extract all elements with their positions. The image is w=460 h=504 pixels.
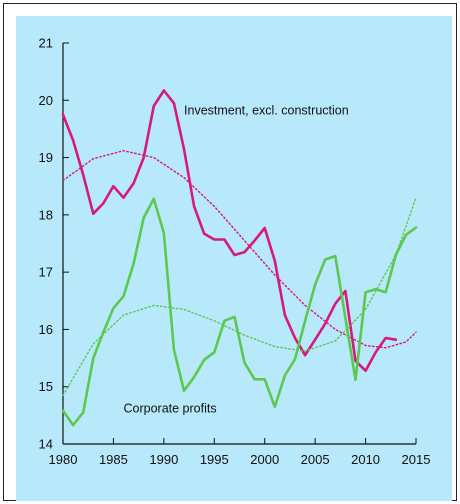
x-tick-label: 2005: [301, 452, 330, 467]
annotations-layer: Investment, excl. construction Corporate …: [124, 104, 349, 416]
x-tick-label: 1990: [149, 452, 178, 467]
x-tick-label: 2010: [351, 452, 380, 467]
series-annotation: Investment, excl. construction: [184, 104, 349, 118]
axes: 14 15 16 17 18 19 20 21 1980 1985 1990 1995 2000 2005…: [39, 36, 431, 468]
y-tick-label: 19: [39, 150, 53, 165]
y-tick-label: 14: [39, 437, 53, 452]
y-tick-label: 21: [39, 36, 53, 51]
series-line-profits-trend: [62, 197, 417, 396]
y-tick-label: 17: [39, 265, 53, 280]
y-tick-label: 16: [39, 322, 53, 337]
x-tick-label: 2000: [250, 452, 279, 467]
series-annotation: Corporate profits: [124, 401, 217, 415]
series-line-investment-trend: [62, 150, 417, 349]
chart-panel: [16, 16, 452, 501]
x-tick-label: 2015: [402, 452, 431, 467]
series-line-investment-excl-construction: [61, 89, 398, 372]
series-layer: [61, 89, 418, 427]
series-line-corporate-profits: [61, 197, 418, 427]
y-tick-label: 18: [39, 207, 53, 222]
x-tick-label: 1995: [200, 452, 229, 467]
y-tick-label: 20: [39, 93, 53, 108]
x-tick-label: 1985: [99, 452, 128, 467]
x-tick-label: 1980: [49, 452, 78, 467]
y-tick-label: 15: [39, 379, 53, 394]
